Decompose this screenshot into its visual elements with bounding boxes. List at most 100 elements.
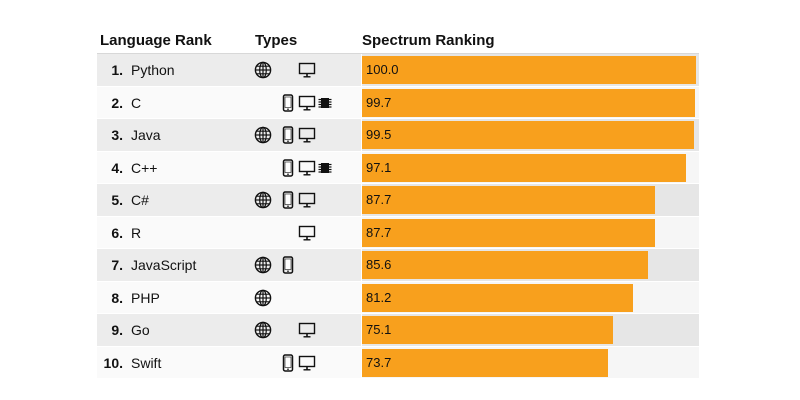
desktop-monitor-icon: [298, 354, 316, 372]
type-icons: [254, 347, 344, 379]
bar-track: 97.1: [362, 151, 699, 183]
embedded-chip-icon: [316, 159, 334, 177]
mobile-phone-icon: [279, 126, 297, 144]
type-icons: [254, 184, 344, 216]
row-label-cell: 4. C++: [97, 151, 361, 184]
row-label-cell: 9. Go: [97, 314, 361, 346]
web-globe-icon: [254, 289, 272, 307]
rank-number: 10.: [103, 354, 123, 371]
ranking-bar: [362, 251, 648, 279]
type-icons: [254, 54, 344, 86]
mobile-phone-icon: [279, 191, 297, 209]
desktop-monitor-icon: [298, 321, 316, 339]
rank-number: 8.: [111, 289, 123, 306]
bar-track: 75.1: [362, 314, 699, 346]
table-row: 9. Go 75.1: [97, 314, 699, 347]
ranking-table: 1. Python 100.0 2. C 99.7 3. Java 99.5 4. C++ 97.1 5…: [97, 53, 699, 379]
bar-value-label: 99.5: [366, 127, 392, 142]
types-header: Types: [255, 32, 298, 49]
rank-number: 6.: [111, 224, 123, 241]
language-rank-header: Language Rank: [100, 32, 212, 49]
language-name: Python: [131, 62, 175, 78]
rank-number: 5.: [111, 192, 123, 208]
language-name: PHP: [131, 289, 160, 306]
type-icons: [254, 119, 344, 151]
embedded-chip-icon: [316, 94, 334, 112]
ranking-bar: [362, 283, 634, 312]
table-row: 10. Swift 73.7: [97, 346, 699, 379]
mobile-phone-icon: [279, 256, 297, 274]
ranking-bar: [362, 153, 687, 182]
bar-value-label: 87.7: [366, 192, 392, 207]
ranking-bar: [362, 218, 655, 247]
spectrum-ranking-header: Spectrum Ranking: [362, 32, 495, 49]
language-name: C++: [131, 159, 158, 176]
table-row: 3. Java 99.5: [97, 119, 699, 152]
row-label-cell: 8. PHP: [97, 281, 361, 313]
ranking-bar: [362, 56, 696, 84]
table-row: 7. JavaScript 85.6: [97, 249, 699, 282]
row-label-cell: 6. R: [97, 216, 361, 249]
desktop-monitor-icon: [298, 191, 316, 209]
type-icons: [254, 217, 344, 249]
desktop-monitor-icon: [298, 94, 316, 112]
row-label-cell: 3. Java: [97, 119, 361, 151]
table-row: 4. C++ 97.1: [97, 151, 699, 184]
rank-number: 9.: [111, 322, 123, 338]
table-row: 2. C 99.7: [97, 86, 699, 119]
rank-number: 3.: [111, 127, 123, 143]
mobile-phone-icon: [279, 353, 297, 372]
bar-track: 85.6: [362, 249, 699, 281]
ranking-bar: [362, 316, 613, 344]
table-row: 6. R 87.7: [97, 216, 699, 249]
bar-value-label: 100.0: [366, 62, 399, 77]
mobile-phone-icon: [279, 93, 297, 112]
desktop-monitor-icon: [298, 126, 316, 144]
bar-track: 100.0: [362, 54, 699, 86]
ranking-bar: [362, 186, 655, 214]
type-icons: [254, 249, 344, 281]
row-label-cell: 2. C: [97, 86, 361, 119]
web-globe-icon: [254, 321, 272, 339]
bar-track: 73.7: [362, 346, 699, 378]
bar-value-label: 85.6: [366, 257, 392, 272]
language-name: JavaScript: [131, 257, 197, 273]
rank-number: 4.: [111, 159, 123, 176]
bar-value-label: 81.2: [366, 289, 392, 305]
desktop-monitor-icon: [298, 224, 316, 242]
language-name: R: [131, 224, 142, 241]
bar-value-label: 73.7: [366, 354, 392, 370]
rank-number: 2.: [111, 94, 123, 111]
web-globe-icon: [254, 126, 272, 144]
table-row: 5. C# 87.7: [97, 184, 699, 217]
bar-track: 87.7: [362, 216, 699, 248]
type-icons: [254, 87, 344, 119]
desktop-monitor-icon: [298, 61, 316, 79]
table-row: 1. Python 100.0: [97, 54, 699, 87]
rank-number: 1.: [111, 62, 123, 78]
bar-track: 99.5: [362, 119, 699, 151]
web-globe-icon: [254, 61, 272, 79]
mobile-phone-icon: [279, 158, 297, 177]
table-header: Language Rank Types Spectrum Ranking: [0, 30, 800, 52]
bar-value-label: 97.1: [366, 159, 392, 175]
row-label-cell: 5. C#: [97, 184, 361, 216]
ranking-bar: [362, 88, 695, 117]
bar-track: 81.2: [362, 281, 699, 313]
row-label-cell: 1. Python: [97, 54, 361, 86]
bar-value-label: 99.7: [366, 94, 392, 110]
bar-track: 87.7: [362, 184, 699, 216]
desktop-monitor-icon: [298, 159, 316, 177]
type-icons: [254, 152, 344, 184]
bar-value-label: 87.7: [366, 224, 392, 240]
language-name: C#: [131, 192, 149, 208]
bar-value-label: 75.1: [366, 322, 392, 337]
language-name: Swift: [131, 354, 162, 371]
rank-number: 7.: [111, 257, 123, 273]
web-globe-icon: [254, 256, 272, 274]
ranking-bar: [362, 121, 695, 149]
table-row: 8. PHP 81.2: [97, 281, 699, 314]
row-label-cell: 7. JavaScript: [97, 249, 361, 281]
language-name: C: [131, 94, 142, 111]
language-name: Go: [131, 322, 150, 338]
